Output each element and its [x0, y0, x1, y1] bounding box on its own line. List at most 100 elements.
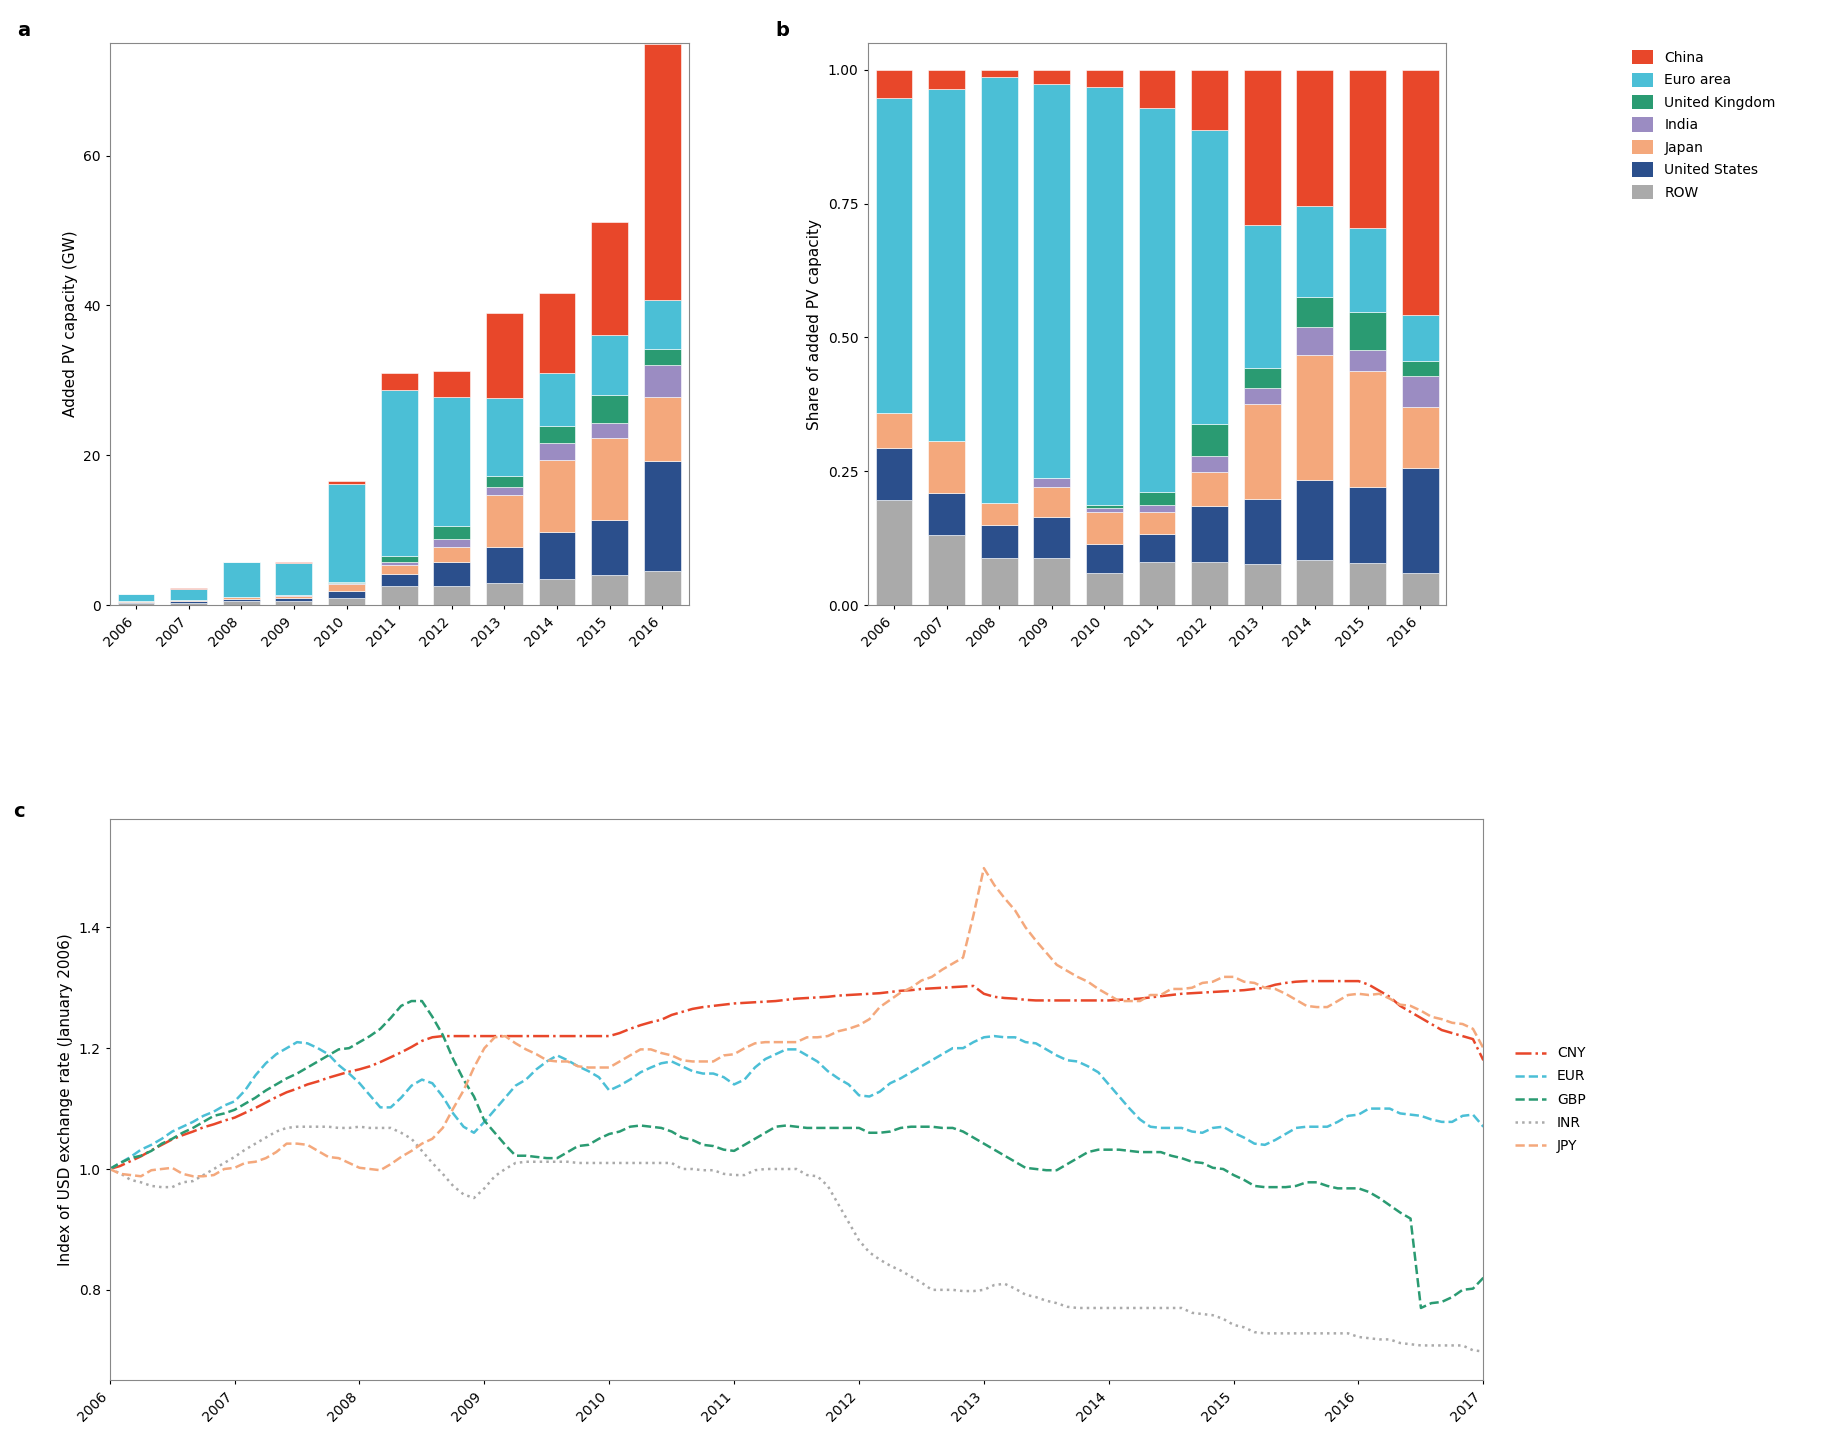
- Bar: [380, 565, 417, 574]
- Bar: [1244, 368, 1280, 388]
- Bar: [876, 98, 913, 413]
- Bar: [1191, 562, 1227, 605]
- Legend: CNY, EUR, GBP, INR, JPY: CNY, EUR, GBP, INR, JPY: [1516, 1047, 1586, 1153]
- Bar: [380, 562, 417, 565]
- Bar: [1350, 351, 1386, 371]
- Bar: [1086, 505, 1123, 508]
- Bar: [117, 594, 154, 601]
- Bar: [1033, 518, 1070, 558]
- Bar: [1033, 85, 1070, 477]
- Bar: [327, 598, 366, 605]
- Bar: [223, 562, 260, 597]
- Bar: [1401, 467, 1439, 574]
- Bar: [276, 601, 313, 605]
- Bar: [644, 301, 680, 349]
- Bar: [1033, 70, 1070, 85]
- Bar: [1139, 505, 1176, 512]
- Bar: [1139, 70, 1176, 108]
- Bar: [1244, 499, 1280, 564]
- Bar: [1033, 477, 1070, 487]
- Bar: [380, 374, 417, 390]
- Bar: [1350, 227, 1386, 312]
- Bar: [1401, 315, 1439, 361]
- Bar: [170, 600, 207, 601]
- Bar: [1401, 407, 1439, 467]
- Bar: [980, 525, 1017, 558]
- Bar: [538, 293, 576, 372]
- Bar: [117, 603, 154, 605]
- Bar: [170, 588, 207, 600]
- Bar: [1401, 70, 1439, 315]
- Bar: [327, 584, 366, 591]
- Bar: [1297, 480, 1333, 559]
- Bar: [1139, 512, 1176, 533]
- Bar: [591, 335, 627, 395]
- Bar: [538, 443, 576, 460]
- Bar: [1191, 456, 1227, 472]
- Bar: [1350, 312, 1386, 351]
- Bar: [538, 460, 576, 532]
- Bar: [487, 313, 523, 398]
- Bar: [1086, 512, 1123, 545]
- Legend: China, Euro area, United Kingdom, India, Japan, United States, ROW: China, Euro area, United Kingdom, India,…: [1633, 50, 1776, 200]
- Y-axis label: Index of USD exchange rate (January 2006): Index of USD exchange rate (January 2006…: [59, 933, 73, 1265]
- Bar: [980, 78, 1017, 503]
- Bar: [1086, 572, 1123, 605]
- Bar: [223, 597, 260, 598]
- Bar: [380, 574, 417, 587]
- Y-axis label: Share of added PV capacity: Share of added PV capacity: [807, 219, 823, 430]
- Bar: [1033, 487, 1070, 518]
- Bar: [1297, 298, 1333, 326]
- Bar: [1401, 574, 1439, 605]
- Bar: [487, 582, 523, 605]
- Bar: [1244, 564, 1280, 605]
- Bar: [927, 493, 966, 535]
- Bar: [591, 395, 627, 423]
- Bar: [487, 495, 523, 546]
- Bar: [380, 587, 417, 605]
- Bar: [223, 598, 260, 601]
- Bar: [876, 500, 913, 605]
- Bar: [433, 587, 470, 605]
- Bar: [1297, 206, 1333, 298]
- Bar: [487, 546, 523, 582]
- Bar: [433, 371, 470, 397]
- Bar: [538, 426, 576, 443]
- Bar: [591, 521, 627, 575]
- Bar: [1086, 545, 1123, 572]
- Bar: [1244, 70, 1280, 224]
- Bar: [644, 571, 680, 605]
- Bar: [927, 89, 966, 441]
- Bar: [1297, 70, 1333, 206]
- Bar: [327, 485, 366, 582]
- Bar: [1139, 562, 1176, 605]
- Bar: [927, 70, 966, 89]
- Bar: [591, 575, 627, 605]
- Bar: [1297, 326, 1333, 355]
- Bar: [1139, 492, 1176, 505]
- Bar: [276, 564, 313, 595]
- Bar: [1086, 508, 1123, 512]
- Bar: [591, 223, 627, 335]
- Bar: [1244, 388, 1280, 404]
- Bar: [276, 595, 313, 598]
- Bar: [1191, 424, 1227, 456]
- Bar: [223, 601, 260, 605]
- Bar: [380, 390, 417, 557]
- Bar: [1244, 224, 1280, 368]
- Bar: [487, 487, 523, 495]
- Bar: [1401, 375, 1439, 407]
- Bar: [644, 45, 680, 301]
- Bar: [1350, 70, 1386, 227]
- Text: c: c: [13, 802, 26, 821]
- Bar: [980, 503, 1017, 525]
- Bar: [433, 397, 470, 526]
- Bar: [1033, 558, 1070, 605]
- Bar: [927, 535, 966, 605]
- Bar: [876, 413, 913, 447]
- Bar: [1350, 371, 1386, 487]
- Bar: [644, 365, 680, 397]
- Bar: [591, 423, 627, 439]
- Bar: [1244, 404, 1280, 499]
- Bar: [1139, 108, 1176, 492]
